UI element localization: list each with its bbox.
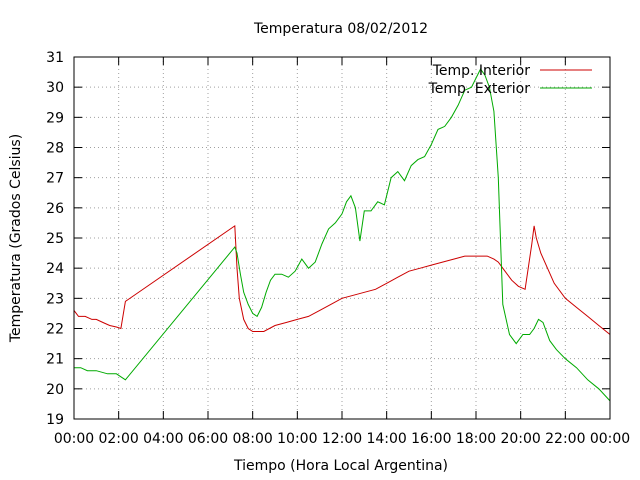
x-tick-label: 04:00 (143, 431, 183, 447)
x-tick-label: 22:00 (545, 431, 585, 447)
legend-label: Temp. Interior (432, 63, 531, 79)
y-tick-label: 22 (46, 322, 64, 338)
x-tick-label: 00:00 (54, 431, 94, 447)
x-tick-label: 14:00 (366, 431, 406, 447)
x-tick-label: 18:00 (456, 431, 496, 447)
y-tick-label: 31 (46, 50, 64, 66)
legend: Temp. Interior Temp. Exterior (428, 63, 592, 97)
chart-title: Temperatura 08/02/2012 (253, 21, 428, 37)
y-tick-label: 29 (46, 110, 64, 126)
x-tick-label: 08:00 (232, 431, 272, 447)
y-tick-label: 21 (46, 352, 64, 368)
series-line-exterior (74, 68, 611, 402)
x-tick-label: 02:00 (98, 431, 138, 447)
legend-label: Temp. Exterior (428, 81, 531, 97)
series-line-interior (73, 224, 611, 335)
y-axis-label: Temperatura (Grados Celsius) (8, 134, 24, 343)
x-tick-label: 10:00 (277, 431, 317, 447)
y-tick-label: 28 (46, 141, 64, 157)
x-tick-label: 06:00 (188, 431, 228, 447)
x-tick-label: 16:00 (411, 431, 451, 447)
plot-frame (73, 56, 611, 420)
y-tick-label: 20 (46, 382, 64, 398)
x-axis-label: Tiempo (Hora Local Argentina) (233, 458, 448, 474)
y-tick-label: 25 (46, 231, 64, 247)
y-tick-label: 19 (46, 412, 64, 428)
y-tick-label: 27 (46, 171, 64, 187)
grid-lines (74, 57, 610, 419)
y-tick-label: 30 (46, 80, 64, 96)
x-tick-label: 12:00 (322, 431, 362, 447)
y-tick-label: 24 (46, 261, 64, 277)
y-tick-label: 26 (46, 201, 64, 217)
x-tick-label: 00:00 (590, 431, 630, 447)
x-tick-label: 20:00 (500, 431, 540, 447)
data-series (73, 68, 611, 402)
y-tick-label: 23 (46, 291, 64, 307)
